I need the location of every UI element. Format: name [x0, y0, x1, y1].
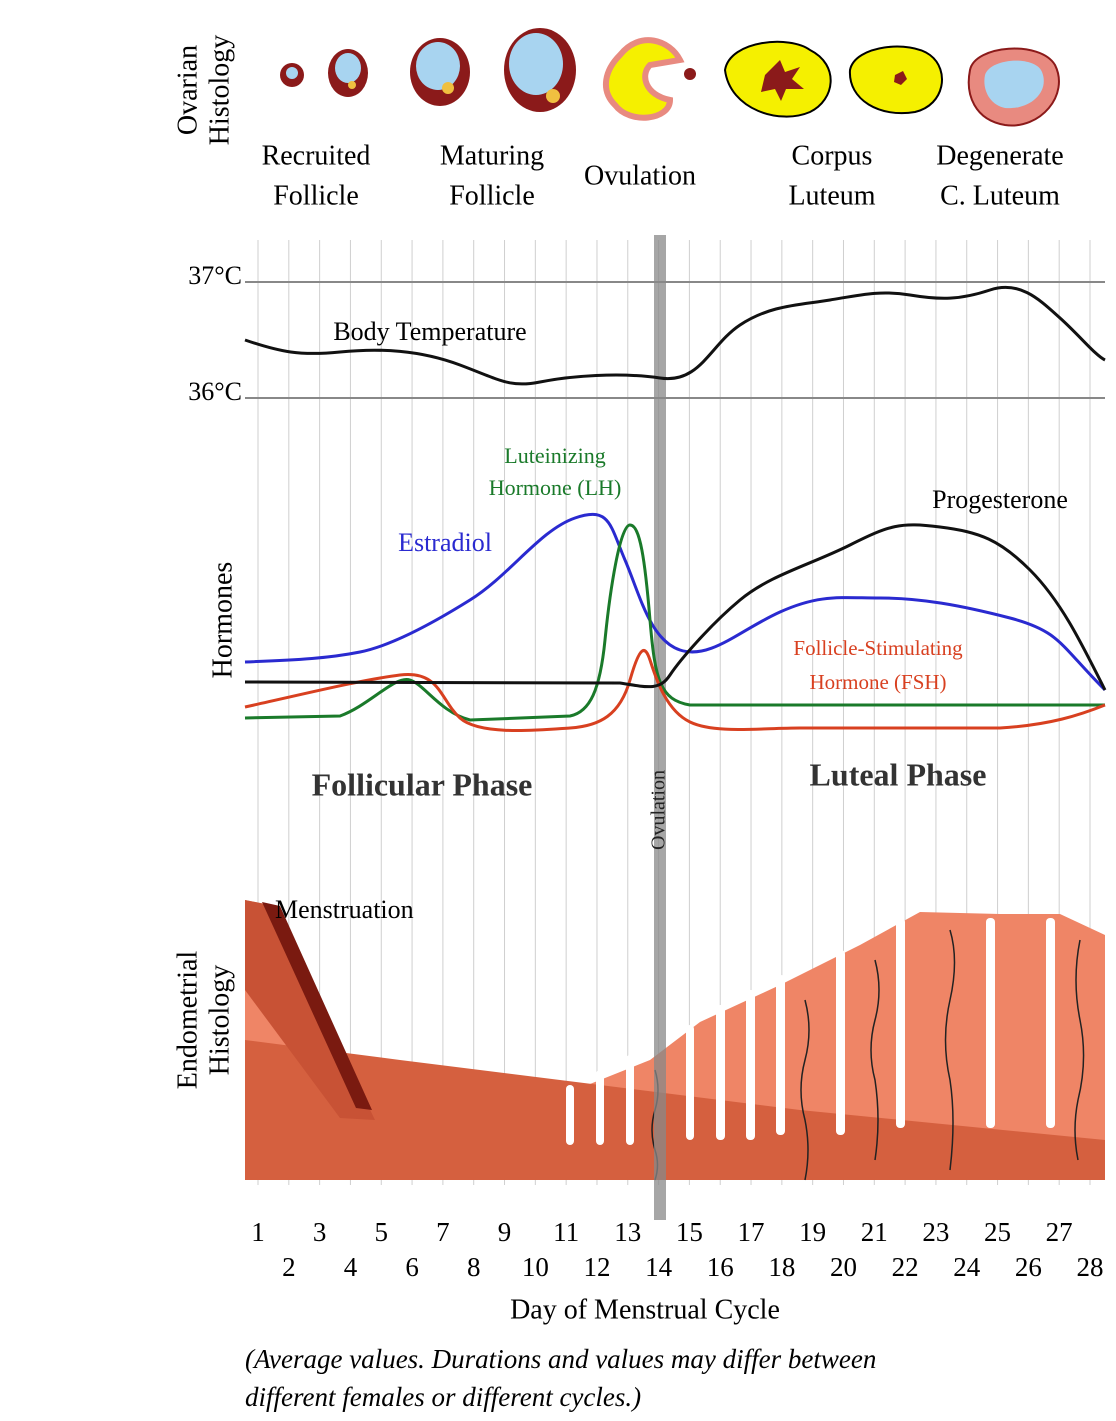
stage-label: Degenerate: [936, 140, 1063, 171]
ovarian-label: Ovarian: [172, 45, 203, 135]
stage-label: Ovulation: [584, 160, 696, 191]
x-axis-title: Day of Menstrual Cycle: [510, 1294, 780, 1325]
fsh-label: Hormone (FSH): [809, 670, 946, 694]
progesterone-label: Progesterone: [932, 485, 1068, 514]
menstruation-label: Menstruation: [275, 895, 414, 924]
hormones-label: Hormones: [207, 562, 238, 679]
follicular-phase: Follicular Phase: [312, 766, 533, 802]
day-label: 4: [344, 1252, 358, 1282]
endometrium-label: Histology: [204, 965, 235, 1075]
endometrium-label: Endometrial: [172, 951, 203, 1090]
stage-label: Follicle: [273, 180, 359, 211]
day-label: 1: [251, 1217, 265, 1247]
fsh-label: Follicle-Stimulating: [793, 636, 963, 660]
day-label: 25: [984, 1217, 1011, 1247]
stage-label: Corpus: [792, 140, 873, 171]
day-label: 14: [645, 1252, 673, 1282]
ovulation-line: [654, 235, 666, 1220]
lh-label: Luteinizing: [504, 443, 605, 468]
day-label: 11: [553, 1217, 579, 1247]
stage-label: C. Luteum: [940, 180, 1060, 211]
day-label: 21: [861, 1217, 888, 1247]
day-label: 24: [953, 1252, 981, 1282]
day-label: 3: [313, 1217, 327, 1247]
day-label: 2: [282, 1252, 296, 1282]
estradiol-label: Estradiol: [398, 528, 492, 557]
lh-curve: [245, 525, 1105, 720]
day-label: 5: [375, 1217, 389, 1247]
day-label: 9: [498, 1217, 512, 1247]
progesterone-curve: [245, 525, 1105, 690]
day-label: 19: [799, 1217, 826, 1247]
fsh-curve: [245, 650, 1105, 730]
ovarian-shapes: [280, 28, 1059, 125]
day-label: 17: [738, 1217, 765, 1247]
endometrium-drawing: [245, 900, 1105, 1180]
ovarian-label: Histology: [204, 35, 235, 145]
ovulation-label: Ovulation: [648, 770, 670, 850]
stage-label: Recruited: [262, 140, 371, 171]
day-label: 12: [583, 1252, 610, 1282]
day-label: 15: [676, 1217, 703, 1247]
lh-label: Hormone (LH): [489, 475, 622, 500]
day-label: 18: [768, 1252, 795, 1282]
day-label: 7: [436, 1217, 450, 1247]
temp-tick: 36°C: [188, 377, 242, 406]
labels: Ovarian Histology Recruited Follicle Mat…: [172, 35, 1103, 1412]
temp-tick: 37°C: [188, 261, 242, 290]
note: different females or different cycles.): [245, 1382, 641, 1412]
estradiol-curve: [245, 514, 1105, 690]
temperature-label: Body Temperature: [333, 317, 526, 346]
day-label: 6: [405, 1252, 419, 1282]
note: (Average values. Durations and values ma…: [245, 1344, 876, 1374]
day-label: 23: [922, 1217, 949, 1247]
day-label: 10: [522, 1252, 549, 1282]
day-label: 13: [614, 1217, 641, 1247]
day-label: 8: [467, 1252, 481, 1282]
day-label: 28: [1077, 1252, 1104, 1282]
day-label: 22: [892, 1252, 919, 1282]
day-label: 27: [1046, 1217, 1073, 1247]
diagram: Ovarian Histology Recruited Follicle Mat…: [0, 0, 1116, 1421]
stage-label: Luteum: [788, 180, 875, 211]
day-label: 26: [1015, 1252, 1042, 1282]
luteal-phase: Luteal Phase: [810, 756, 987, 792]
day-label: 16: [707, 1252, 734, 1282]
stage-label: Maturing: [440, 140, 544, 171]
day-label: 20: [830, 1252, 857, 1282]
stage-label: Follicle: [449, 180, 535, 211]
